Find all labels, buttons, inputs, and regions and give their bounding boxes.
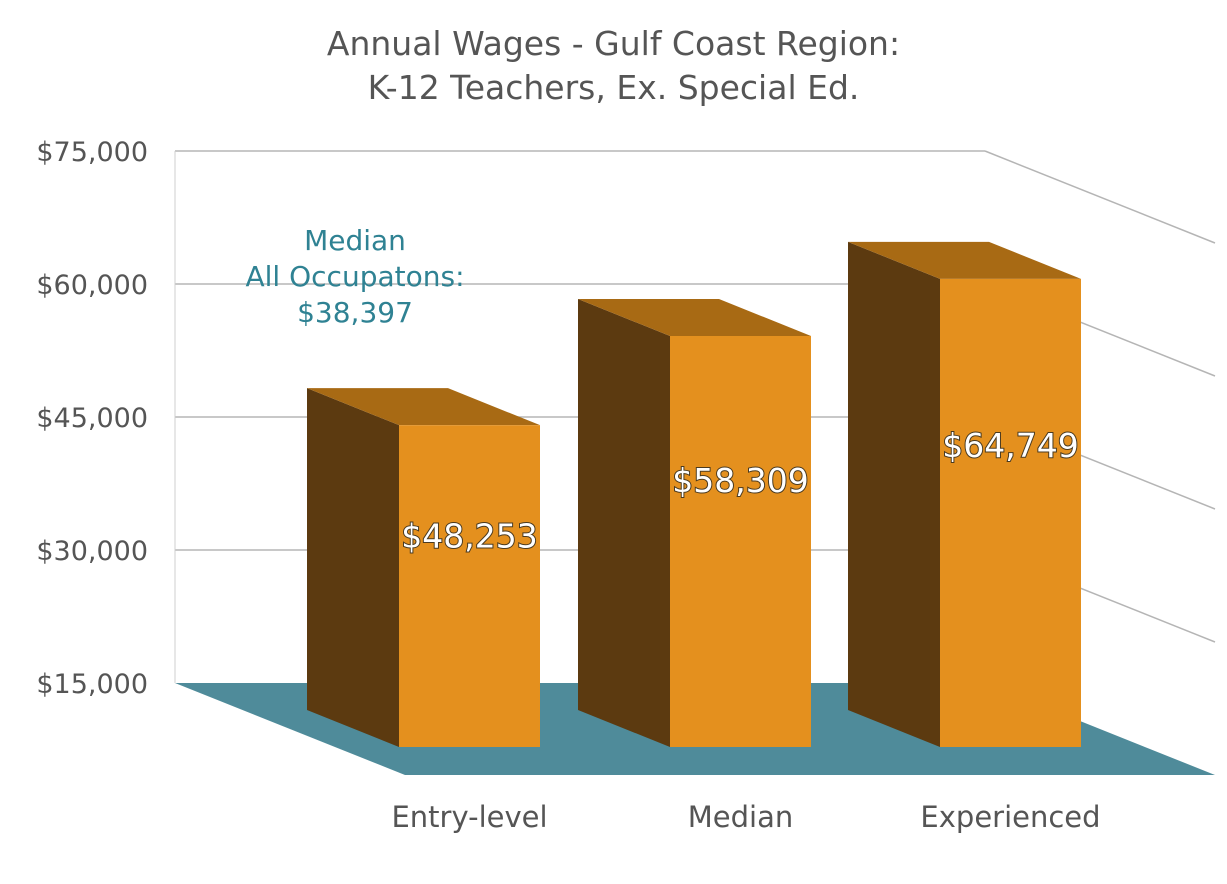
bar-side-face bbox=[578, 298, 670, 747]
annotation-line-1: Median bbox=[304, 224, 406, 257]
x-tick-label: Median bbox=[688, 800, 793, 834]
bar-top-face bbox=[578, 298, 811, 336]
bar-side-face bbox=[848, 241, 940, 747]
y-tick-label: $45,000 bbox=[36, 403, 148, 434]
bar-side-face bbox=[307, 388, 399, 747]
data-label: $48,253 bbox=[401, 516, 537, 555]
data-label: $64,749 bbox=[942, 426, 1078, 465]
chart-title-line-2: K-12 Teachers, Ex. Special Ed. bbox=[367, 68, 860, 107]
median-all-occupations-annotation: Median All Occupatons: $38,397 bbox=[210, 223, 500, 331]
chart-title-line-1: Annual Wages - Gulf Coast Region: bbox=[326, 24, 901, 63]
annotation-line-2: All Occupatons: bbox=[245, 260, 465, 293]
data-label: $58,309 bbox=[672, 461, 808, 500]
bar bbox=[940, 278, 1081, 747]
y-tick-label: $60,000 bbox=[36, 270, 148, 301]
chart-title: Annual Wages - Gulf Coast Region: K-12 T… bbox=[0, 22, 1227, 110]
y-tick-label: $15,000 bbox=[36, 669, 148, 700]
gridline-side bbox=[984, 150, 1216, 244]
y-tick-label: $30,000 bbox=[36, 536, 148, 567]
bar bbox=[399, 425, 540, 747]
x-tick-label: Experienced bbox=[920, 800, 1100, 834]
x-tick-label: Entry-level bbox=[391, 800, 547, 834]
annotation-line-3: $38,397 bbox=[297, 296, 413, 329]
y-tick-label: $75,000 bbox=[36, 137, 148, 168]
bar-top-face bbox=[307, 388, 540, 426]
bar-top-face bbox=[848, 241, 1081, 279]
bar bbox=[670, 335, 811, 747]
